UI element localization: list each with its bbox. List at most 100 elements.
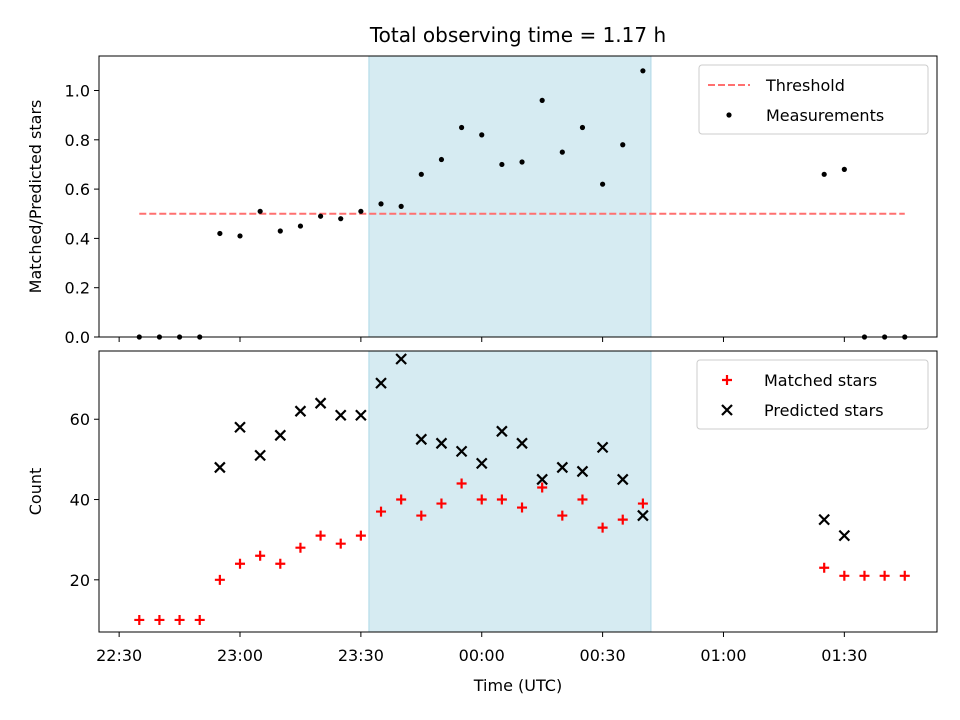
measurement-point [519, 159, 525, 165]
predicted-stars-point [516, 437, 528, 450]
matched-stars-point [839, 570, 850, 581]
matched-stars-point [295, 542, 306, 553]
matched-stars-point [154, 614, 165, 625]
measurement-point [398, 203, 404, 209]
matched-stars-point [879, 570, 890, 581]
predicted-stars-point [637, 509, 649, 522]
count-axes-frame [98, 350, 938, 633]
measurement-point [559, 149, 565, 155]
ratio-axes-frame [98, 55, 938, 338]
matched-stars-point [235, 558, 246, 569]
predicted-stars-point [375, 377, 387, 389]
matched-stars-point [436, 498, 447, 509]
measurement-point [821, 171, 827, 177]
ratio-y-tick-label: 0.2 [65, 279, 90, 298]
matched-stars-point [517, 502, 528, 513]
matched-stars-point [315, 530, 326, 541]
predicted-stars-point [314, 397, 327, 409]
ratio-y-tick-label: 0.0 [65, 328, 90, 347]
matched-stars-point [617, 514, 628, 525]
matched-stars-point [859, 570, 870, 581]
matched-stars-point [355, 530, 366, 541]
legend-label: Predicted stars [764, 401, 884, 420]
x-tick-label: 23:30 [338, 646, 384, 665]
measurement-point [640, 68, 646, 74]
matched-stars-point [577, 494, 588, 505]
ratio-y-tick-label: 1.0 [65, 82, 90, 101]
measurement-point [620, 142, 626, 148]
x-tick-label: 00:30 [580, 646, 626, 665]
ratio-legend [698, 64, 929, 135]
matched-stars-point [637, 498, 648, 509]
measurement-point [438, 156, 445, 163]
count-legend [696, 359, 929, 430]
measurement-point [257, 208, 263, 214]
measurement-point [217, 230, 223, 237]
predicted-stars-point [274, 429, 287, 442]
measurement-point [237, 233, 243, 239]
measurement-point [338, 216, 344, 222]
predicted-stars-point [254, 449, 266, 462]
predicted-stars-point [596, 441, 609, 454]
ratio-y-tick-label: 0.4 [65, 229, 90, 248]
count-panel: 20 40 60 Count 22:30 23:00 23:30 00:00 00:30 01:0… [26, 350, 938, 695]
matched-stars-point [134, 614, 145, 625]
ratio-panel: 0.0 0.2 0.4 0.6 0.8 1.0 Matched/Predicted star… [26, 55, 938, 347]
measurement-point [479, 132, 485, 138]
matched-stars-point [214, 574, 225, 585]
predicted-stars-point [455, 445, 468, 458]
observing-window-shade [368, 56, 651, 337]
count-y-tick-label: 20 [70, 571, 90, 590]
predicted-stars-point [556, 461, 569, 474]
matched-stars-point [496, 494, 507, 505]
predicted-stars-point [576, 465, 589, 478]
predicted-stars-point [496, 425, 508, 438]
measurement-point [458, 124, 465, 131]
legend-label: Matched stars [764, 371, 877, 390]
count-y-axis-label: Count [26, 468, 45, 516]
predicted-stars-point [234, 421, 246, 434]
matched-stars-point [396, 494, 407, 505]
measurement-point [297, 223, 304, 229]
x-tick-label: 00:00 [459, 646, 505, 665]
ratio-y-tick-label: 0.6 [65, 180, 90, 199]
matched-stars-point [174, 614, 185, 625]
predicted-stars-point [294, 405, 307, 417]
measurement-point [418, 171, 424, 177]
legend-predicted-swatch [721, 404, 733, 416]
predicted-stars-point [435, 437, 448, 450]
matched-stars-point [416, 510, 427, 521]
matched-stars-point [335, 538, 346, 549]
count-y-tick-label: 40 [70, 491, 90, 510]
predicted-stars-point [334, 409, 347, 422]
matched-stars-point [537, 482, 548, 493]
matched-stars-point [255, 550, 266, 561]
x-tick-label: 23:00 [217, 646, 263, 665]
predicted-stars-point [415, 433, 428, 446]
predicted-stars-point [214, 461, 226, 474]
legend-label: Measurements [766, 106, 884, 125]
matched-stars-point [194, 614, 205, 625]
matched-stars-point [476, 494, 487, 505]
matched-stars-point [275, 558, 286, 569]
matched-stars-point [456, 478, 467, 489]
x-tick-label: 22:30 [96, 646, 142, 665]
legend-matched-swatch [722, 375, 732, 385]
predicted-stars-point [475, 457, 488, 470]
predicted-stars-point [818, 513, 830, 526]
observing-window-shade [368, 351, 651, 632]
matched-stars-point [557, 510, 568, 521]
measurement-point [277, 228, 283, 234]
matched-stars-point [819, 562, 830, 573]
ratio-y-tick-label: 0.8 [65, 131, 90, 150]
legend-label: Threshold [765, 76, 845, 95]
predicted-stars-point [355, 409, 367, 422]
matched-stars-point [376, 506, 387, 517]
predicted-stars-point [395, 353, 407, 365]
measurement-point [499, 161, 505, 168]
measurement-point [358, 208, 364, 214]
matched-stars-point [597, 522, 608, 533]
measurement-point [317, 213, 324, 219]
count-y-tick-label: 60 [70, 410, 90, 429]
predicted-stars-point [616, 473, 629, 486]
